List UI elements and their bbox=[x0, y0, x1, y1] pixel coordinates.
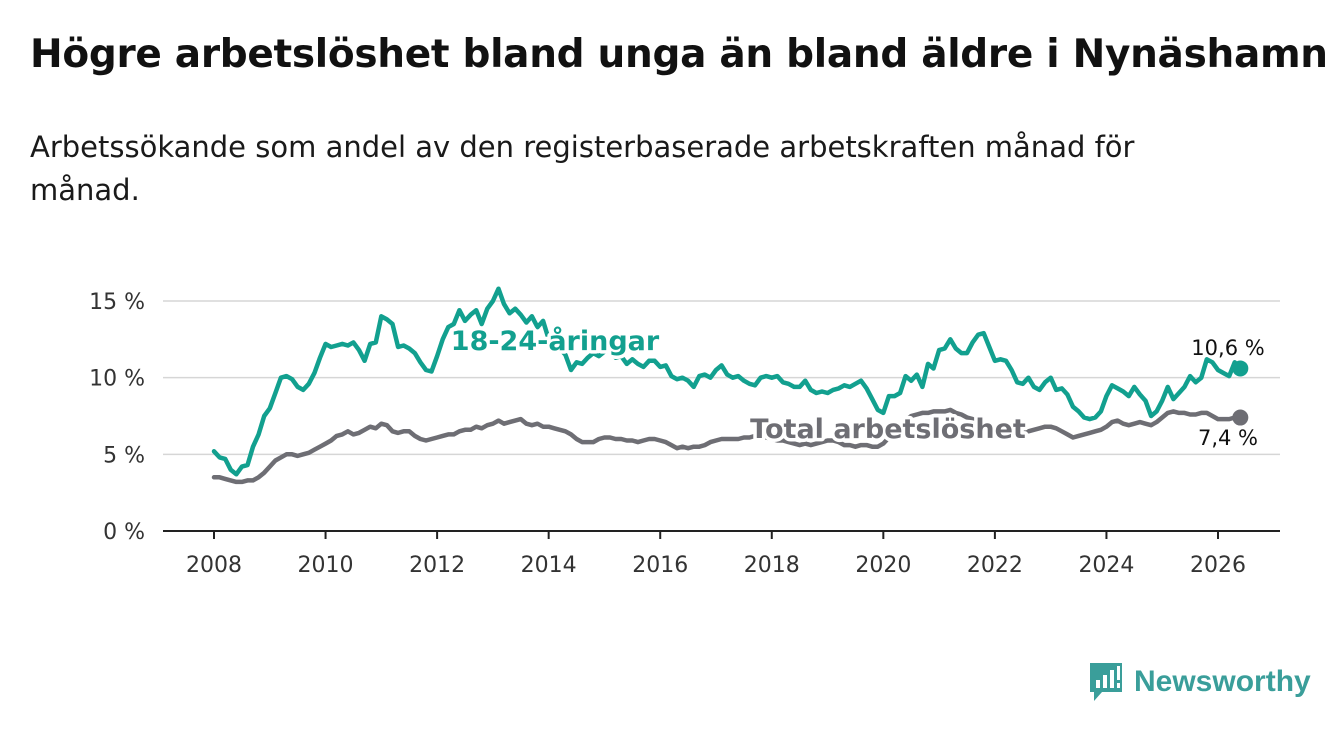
brand-name: Newsworthy bbox=[1134, 665, 1311, 698]
series-lines bbox=[211, 286, 1249, 485]
y-tick-label: 5 % bbox=[103, 443, 145, 468]
axes: 0 % 5 % 10 % 15 % 2008 2010 2012 2014 2016 2018 20… bbox=[89, 290, 1280, 578]
end-value-label-total: 7,4 % bbox=[1198, 426, 1258, 450]
x-tick-label: 2018 bbox=[744, 553, 800, 578]
x-tick-label: 2024 bbox=[1078, 553, 1134, 578]
x-tick-label: 2008 bbox=[186, 553, 242, 578]
x-tick-label: 2016 bbox=[632, 553, 688, 578]
series-line-youth bbox=[211, 286, 1243, 477]
end-point-youth bbox=[1232, 360, 1249, 377]
y-tick-label: 15 % bbox=[89, 290, 145, 315]
series-label-total: Total arbetslöshet bbox=[750, 414, 1026, 445]
end-point-total bbox=[1232, 409, 1249, 426]
bar-chart-speech-icon bbox=[1090, 663, 1122, 701]
series-labels: 18-24-åringar Total arbetslöshet 10,6 % … bbox=[447, 322, 1267, 453]
series-line-total bbox=[211, 407, 1243, 485]
x-tick-label: 2010 bbox=[298, 553, 354, 578]
x-tick-label: 2014 bbox=[521, 553, 577, 578]
y-tick-label: 0 % bbox=[103, 520, 145, 545]
chart-subtitle: Arbetssökande som andel av den registerb… bbox=[30, 130, 1135, 207]
chart-title: Högre arbetslöshet bland unga än bland ä… bbox=[30, 32, 1328, 77]
end-value-label-youth: 10,6 % bbox=[1191, 336, 1264, 360]
x-tick-label: 2022 bbox=[967, 553, 1023, 578]
newsworthy-logo: Newsworthy bbox=[1088, 660, 1311, 704]
x-tick-label: 2026 bbox=[1190, 553, 1246, 578]
series-label-youth: 18-24-åringar bbox=[451, 325, 660, 357]
grid-lines bbox=[163, 300, 1280, 456]
y-tick-label: 10 % bbox=[89, 367, 145, 392]
x-tick-label: 2020 bbox=[855, 553, 911, 578]
x-tick-label: 2012 bbox=[409, 553, 465, 578]
